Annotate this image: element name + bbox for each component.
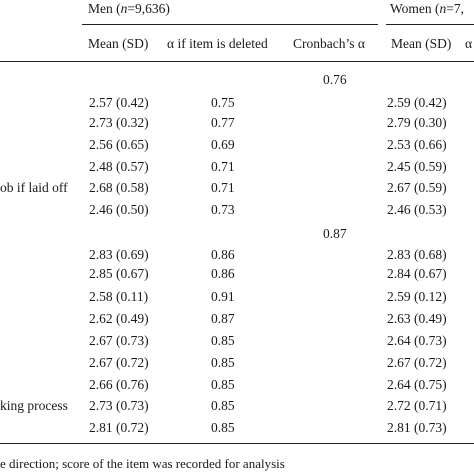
table-cell-mean-women: 2.67 (0.59) (387, 180, 447, 195)
table-cell-mean-women: 2.84 (0.67) (387, 266, 447, 281)
table-footnote: e direction; score of the item was recor… (0, 456, 285, 471)
section1-cronbach: 0.76 (323, 72, 347, 87)
men-n-value: =9,636) (127, 1, 170, 16)
table-cell-alpha-men: 0.91 (211, 289, 235, 304)
table-cell-alpha-men: 0.71 (211, 159, 235, 174)
table-row-label: ob if laid off (0, 180, 68, 195)
table-cell-mean-men: 2.66 (0.76) (89, 377, 149, 392)
table-bottom-rule (0, 443, 474, 444)
section2-cronbach: 0.87 (323, 226, 347, 241)
table-cell-mean-men: 2.85 (0.67) (89, 266, 149, 281)
table-cell-alpha-men: 0.85 (211, 377, 235, 392)
column-header-mean-sd-women: Mean (SD) (391, 36, 452, 51)
column-header-alpha-women: α (465, 36, 473, 51)
table-cell-alpha-men: 0.71 (211, 180, 235, 195)
women-n-value: =7, (446, 1, 465, 16)
table-cell-mean-men: 2.67 (0.73) (89, 333, 149, 348)
table-cell-mean-men: 2.67 (0.72) (89, 355, 149, 370)
table-cell-alpha-men: 0.85 (211, 355, 235, 370)
table-cell-mean-women: 2.63 (0.49) (387, 311, 447, 326)
women-group-header: Women (n=7, (390, 1, 464, 17)
table-cell-alpha-men: 0.77 (211, 115, 235, 130)
table-cell-mean-men: 2.58 (0.11) (89, 289, 149, 304)
table-cell-mean-women: 2.46 (0.53) (387, 202, 447, 217)
men-n-symbol: n (120, 1, 128, 16)
table-cell-mean-men: 2.57 (0.42) (89, 95, 149, 110)
column-header-alpha-deleted: α if item is deleted (167, 36, 268, 51)
table-cell-mean-women: 2.79 (0.30) (387, 115, 447, 130)
table-cell-mean-women: 2.83 (0.68) (387, 247, 447, 262)
table-cell-mean-women: 2.72 (0.71) (387, 398, 447, 413)
table-cell-mean-men: 2.56 (0.65) (89, 137, 149, 152)
table-cell-alpha-men: 0.86 (211, 266, 235, 281)
table-cell-alpha-men: 0.85 (211, 333, 235, 348)
table-cell-alpha-men: 0.85 (211, 398, 235, 413)
table-cell-mean-men: 2.46 (0.50) (89, 202, 149, 217)
column-header-cronbach: Cronbach’s α (293, 36, 365, 51)
table-cell-mean-women: 2.59 (0.12) (387, 289, 447, 304)
table-cell-alpha-men: 0.75 (211, 95, 235, 110)
header-rule (0, 61, 474, 62)
women-group-prefix: Women ( (390, 1, 440, 16)
table-cell-mean-men: 2.73 (0.73) (89, 398, 149, 413)
men-group-prefix: Men ( (88, 1, 121, 16)
table-cell-mean-women: 2.64 (0.73) (387, 333, 447, 348)
table-cell-mean-women: 2.67 (0.72) (387, 355, 447, 370)
table-cell-mean-women: 2.64 (0.75) (387, 377, 447, 392)
table-cell-mean-men: 2.83 (0.69) (89, 247, 149, 262)
table-cell-alpha-men: 0.69 (211, 137, 235, 152)
table-cell-mean-women: 2.59 (0.42) (387, 95, 447, 110)
table-cell-alpha-men: 0.73 (211, 202, 235, 217)
women-n-symbol: n (439, 1, 447, 16)
table-cell-mean-men: 2.62 (0.49) (89, 311, 149, 326)
men-group-header: Men (n=9,636) (88, 1, 170, 17)
men-group-rule (82, 24, 378, 25)
table-cell-mean-men: 2.81 (0.72) (89, 420, 149, 435)
table-cell-alpha-men: 0.86 (211, 247, 235, 262)
women-group-rule (386, 24, 474, 25)
table-cell-mean-women: 2.45 (0.59) (387, 159, 447, 174)
table-cell-mean-men: 2.68 (0.58) (89, 180, 149, 195)
table-cell-mean-men: 2.48 (0.57) (89, 159, 149, 174)
table-cell-mean-women: 2.81 (0.73) (387, 420, 447, 435)
table-cell-alpha-men: 0.87 (211, 311, 235, 326)
table-cell-mean-women: 2.53 (0.66) (387, 137, 447, 152)
table-cell-mean-men: 2.73 (0.32) (89, 115, 149, 130)
table-cell-alpha-men: 0.85 (211, 420, 235, 435)
table-row-label: king process (0, 398, 68, 413)
column-header-mean-sd: Mean (SD) (88, 36, 149, 51)
